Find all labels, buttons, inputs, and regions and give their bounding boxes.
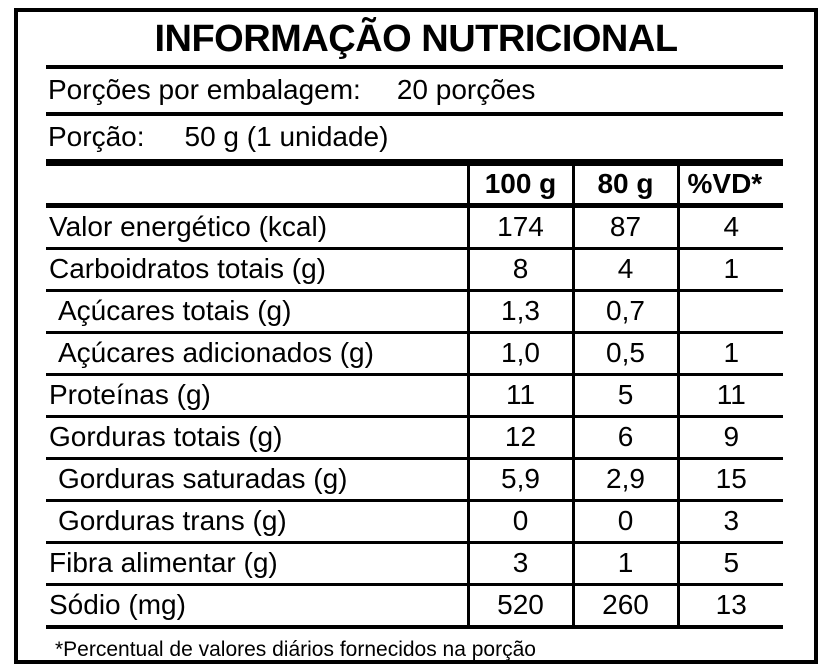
nutrient-name-cell: Açúcares adicionados (g) <box>46 332 468 376</box>
table-row: Proteínas (g) 11 5 11 <box>46 374 783 418</box>
value-80g-cell: 5 <box>571 374 678 418</box>
servings-row: Porções por embalagem: 20 porções <box>46 69 783 112</box>
label-title: INFORMAÇÃO NUTRICIONAL <box>154 18 678 60</box>
table-row: Gorduras totais (g) 12 6 9 <box>46 416 783 460</box>
table-row: Sódio (mg) 520 260 13 <box>46 584 783 629</box>
value-100g-cell: 3 <box>466 542 573 586</box>
nutrient-name-cell: Sódio (mg) <box>46 584 468 629</box>
portion-value: 50 g (1 unidade) <box>184 121 389 153</box>
divider <box>46 64 783 69</box>
value-100g-cell: 11 <box>466 374 573 418</box>
table-row: Carboidratos totais (g) 8 4 1 <box>46 248 783 292</box>
value-vd-cell: 11 <box>676 374 783 418</box>
divider <box>46 111 783 116</box>
servings-label: Porções por embalagem: <box>48 74 361 106</box>
value-vd-cell: 9 <box>676 416 783 460</box>
table-row: Gorduras trans (g) 0 0 3 <box>46 500 783 544</box>
value-100g-cell: 1,0 <box>466 332 573 376</box>
nutrient-name-cell: Carboidratos totais (g) <box>46 248 468 292</box>
value-100g-cell: 520 <box>466 584 573 629</box>
nutrient-name-cell: Fibra alimentar (g) <box>46 542 468 586</box>
nutrient-name-cell: Valor energético (kcal) <box>46 205 468 250</box>
servings-value: 20 porções <box>396 74 536 106</box>
value-80g-cell: 4 <box>571 248 678 292</box>
value-80g-cell: 0,5 <box>571 332 678 376</box>
column-header-100g: 100 g <box>466 165 573 208</box>
value-100g-cell: 12 <box>466 416 573 460</box>
table-row: Fibra alimentar (g) 3 1 5 <box>46 542 783 586</box>
footnote: *Percentual de valores diários fornecido… <box>55 637 536 661</box>
column-header-80g: 80 g <box>571 165 678 208</box>
value-80g-cell: 0 <box>571 500 678 544</box>
portion-label: Porção: <box>48 121 145 153</box>
table-row: Gorduras saturadas (g) 5,9 2,9 15 <box>46 458 783 502</box>
value-vd-cell: 13 <box>676 584 783 629</box>
value-vd-cell: 5 <box>676 542 783 586</box>
value-80g-cell: 1 <box>571 542 678 586</box>
value-80g-cell: 6 <box>571 416 678 460</box>
value-vd-cell: 4 <box>676 205 783 250</box>
portion-row: Porção: 50 g (1 unidade) <box>46 116 783 159</box>
label-content: Porções por embalagem: 20 porções Porção… <box>18 64 814 661</box>
value-vd-cell: 15 <box>676 458 783 502</box>
nutrition-label: INFORMAÇÃO NUTRICIONAL Porções por embal… <box>14 8 818 664</box>
value-vd-cell: 1 <box>676 248 783 292</box>
column-header-vd: %VD* <box>676 165 783 208</box>
value-100g-cell: 0 <box>466 500 573 544</box>
nutrient-name-cell: Açúcares totais (g) <box>46 290 468 334</box>
divider-thick <box>46 158 783 166</box>
nutrition-table: 100 g 80 g %VD* Valor energético (kcal) … <box>46 165 783 629</box>
nutrient-name-cell: Gorduras trans (g) <box>46 500 468 544</box>
value-100g-cell: 174 <box>466 205 573 250</box>
table-header-row: 100 g 80 g %VD* <box>46 165 783 208</box>
value-vd-cell: 3 <box>676 500 783 544</box>
nutrient-name-cell: Proteínas (g) <box>46 374 468 418</box>
value-80g-cell: 87 <box>571 205 678 250</box>
value-100g-cell: 5,9 <box>466 458 573 502</box>
value-100g-cell: 8 <box>466 248 573 292</box>
value-80g-cell: 2,9 <box>571 458 678 502</box>
value-100g-cell: 1,3 <box>466 290 573 334</box>
value-vd-cell: 1 <box>676 332 783 376</box>
table-row: Valor energético (kcal) 174 87 4 <box>46 205 783 250</box>
table-row: Açúcares totais (g) 1,3 0,7 <box>46 290 783 334</box>
nutrient-name-cell: Gorduras saturadas (g) <box>46 458 468 502</box>
nutrient-name-cell: Gorduras totais (g) <box>46 416 468 460</box>
table-row: Açúcares adicionados (g) 1,0 0,5 1 <box>46 332 783 376</box>
column-header-blank <box>46 165 468 208</box>
value-80g-cell: 260 <box>571 584 678 629</box>
value-80g-cell: 0,7 <box>571 290 678 334</box>
value-vd-cell <box>676 290 783 334</box>
